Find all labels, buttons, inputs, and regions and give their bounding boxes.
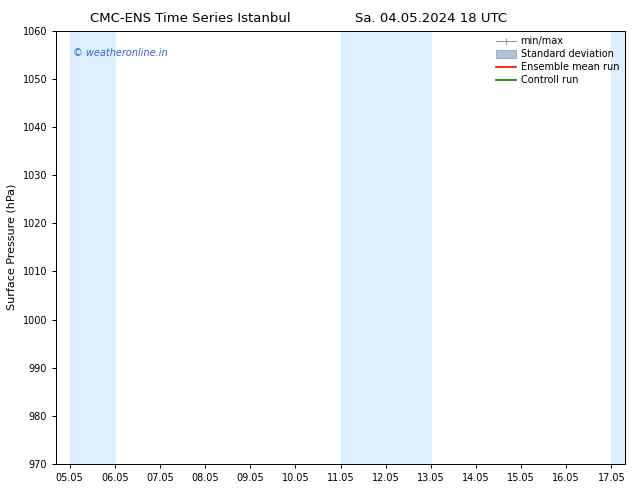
Bar bbox=[611, 30, 634, 464]
Bar bbox=[70, 30, 115, 464]
Text: Sa. 04.05.2024 18 UTC: Sa. 04.05.2024 18 UTC bbox=[355, 12, 507, 25]
Legend: min/max, Standard deviation, Ensemble mean run, Controll run: min/max, Standard deviation, Ensemble me… bbox=[493, 33, 622, 88]
Text: CMC-ENS Time Series Istanbul: CMC-ENS Time Series Istanbul bbox=[90, 12, 290, 25]
Text: © weatheronline.in: © weatheronline.in bbox=[73, 48, 168, 58]
Bar bbox=[340, 30, 430, 464]
Y-axis label: Surface Pressure (hPa): Surface Pressure (hPa) bbox=[7, 184, 17, 311]
